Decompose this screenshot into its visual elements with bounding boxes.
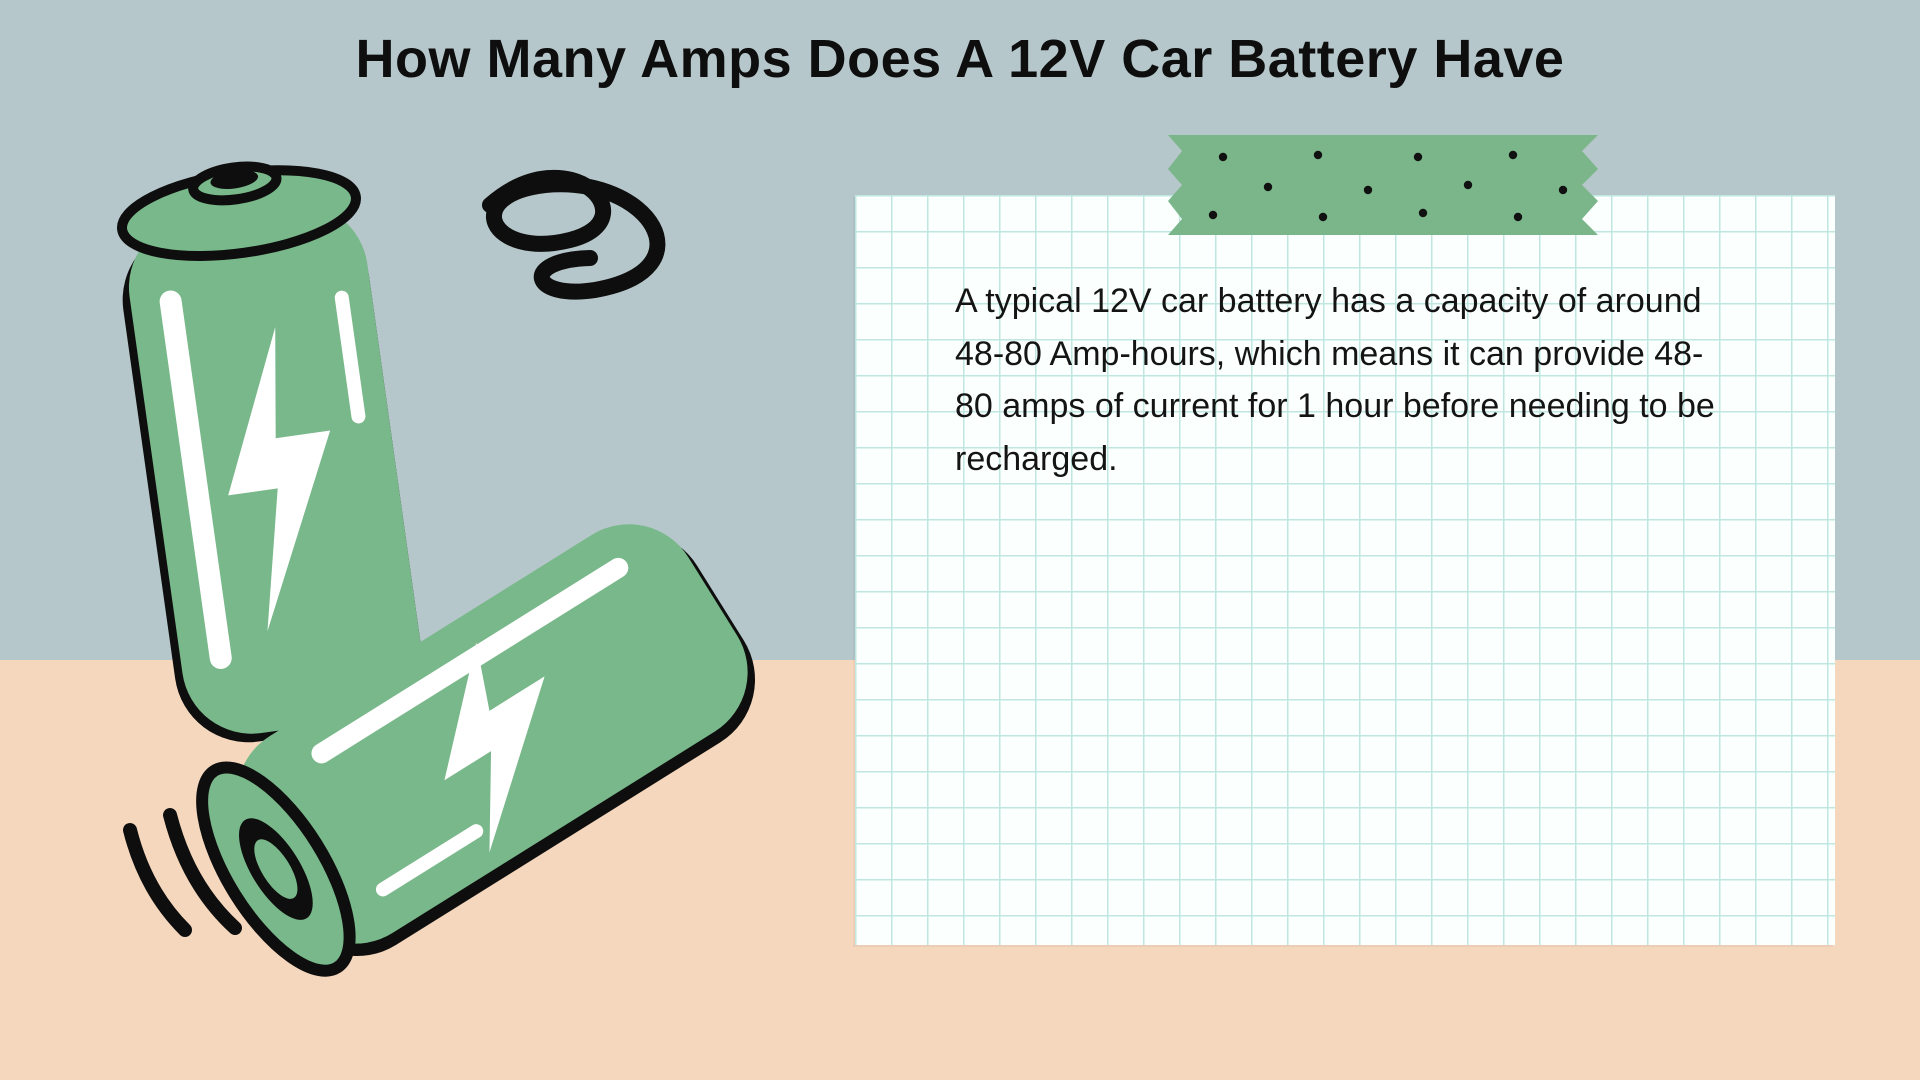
info-card: A typical 12V car battery has a capacity… (855, 195, 1835, 945)
washi-tape (1168, 135, 1598, 235)
page-title: How Many Amps Does A 12V Car Battery Hav… (0, 28, 1920, 90)
battery-illustration (90, 150, 870, 980)
info-card-body: A typical 12V car battery has a capacity… (955, 275, 1715, 486)
battery-upright-icon (106, 151, 431, 752)
squiggle-icon (490, 178, 657, 292)
